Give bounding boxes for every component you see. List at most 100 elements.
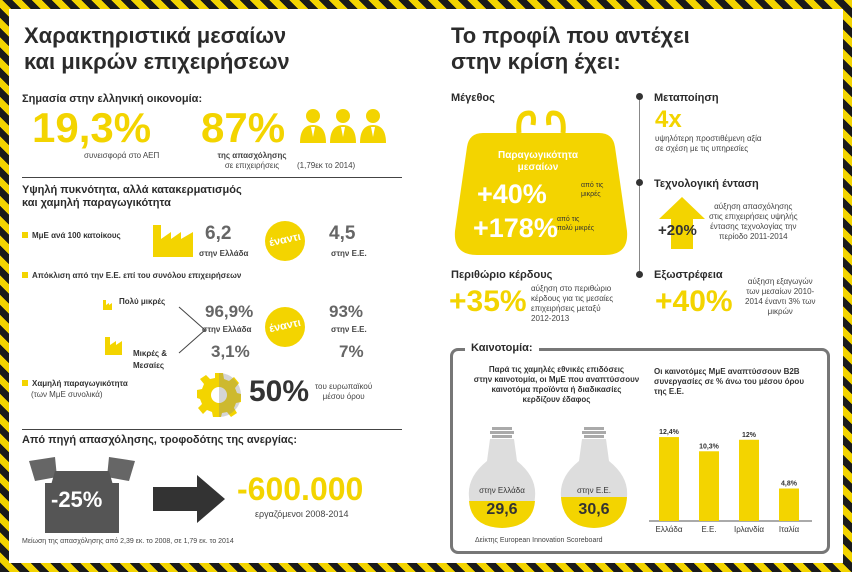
open-box-icon	[27, 457, 137, 540]
tech-cap-3: έντασης τεχνολογίας την	[710, 222, 797, 231]
export-cap-3: 2014 έναντι 3% των	[745, 297, 816, 306]
tech-cap-2: στις επιχειρήσεις υψηλής	[709, 212, 798, 221]
chart-title: Οι καινοτόμες ΜμΕ αναπτύσσουν Β2Β συνεργ…	[654, 367, 804, 397]
chart-title-3: της Ε.Ε.	[654, 387, 684, 396]
size-v2-caption: από τις πολύ μικρές	[557, 215, 594, 233]
up-arrow-icon	[659, 197, 705, 254]
b2b-bar-chart: 12,4% Ελλάδα 10,3% Ε.Ε. 12% Ιρλανδία 4,8% Ιταλί…	[649, 429, 812, 534]
bar-value-label: 12%	[742, 432, 757, 439]
tech-caption: αύξηση απασχόλησης στις επιχειρήσεις υψη…	[709, 202, 798, 242]
manufacturing-caption: υψηλότερη προστιθέμενη αξία σε σχέση με …	[655, 134, 762, 154]
timeline-dot	[636, 179, 643, 186]
eu-per100-value: 4,5	[329, 223, 356, 244]
category-label: Ιρλανδία	[734, 525, 764, 534]
bar-3	[779, 488, 799, 521]
purse-icon	[453, 107, 629, 262]
category-label: Ελλάδα	[656, 525, 683, 534]
chart-title-1: Οι καινοτόμες ΜμΕ αναπτύσσουν Β2Β	[654, 367, 800, 376]
v1-cap-1: από τις	[581, 182, 604, 189]
bullet-icon	[22, 272, 28, 278]
bulb1-value: 29,6	[486, 501, 518, 518]
purse-title: Παραγωγικότητα μεσαίων	[495, 150, 581, 174]
density-heading: Υψηλή πυκνότητα, αλλά κατακερματισμός κα…	[22, 184, 242, 210]
importance-heading: Σημασία στην ελληνική οικονομία:	[22, 93, 203, 105]
timeline-dot	[636, 93, 643, 100]
per100-label: ΜμΕ ανά 100 κατοίκους	[22, 231, 121, 240]
innov-text-3: καινοτόμα προϊόντα ή διαδικασίες	[491, 385, 622, 394]
innovation-source: Δείκτης European Innovation Scoreboard	[475, 537, 603, 544]
gdp-caption: συνεισφορά στο ΑΕΠ	[84, 151, 160, 160]
divider	[22, 177, 402, 178]
mfg-cap-1: υψηλότερη προστιθέμενη αξία	[655, 134, 762, 143]
innovation-panel	[450, 348, 830, 554]
vs-badge-text: έναντι	[268, 230, 302, 250]
employment-caption-2: σε επιχειρήσεις	[224, 161, 280, 170]
bar-0	[659, 437, 679, 521]
export-cap-4: μικρών	[767, 307, 793, 316]
export-cap-1: αύξηση εξαγωγών	[747, 277, 813, 286]
category-label: Ιταλία	[779, 525, 800, 534]
tech-value: +20%	[658, 222, 697, 239]
margin-cap-1: αύξηση στο περιθώριο	[531, 284, 612, 293]
bracket-lines	[177, 305, 207, 360]
export-value: +40%	[655, 285, 733, 318]
size-v1: +40%	[477, 179, 547, 209]
bar-value-label: 10,3%	[699, 443, 720, 450]
employment-value: 87%	[201, 104, 286, 151]
small-factory-icon	[103, 297, 115, 315]
margin-cap-2: κέρδους για τις μεσαίες	[531, 294, 614, 303]
productivity-value: 50%	[249, 375, 310, 408]
bullet-icon	[22, 232, 28, 238]
chart-title-2: συνεργασίες σε % άνω του μέσου όρου	[654, 377, 804, 386]
infographic-canvas: Χαρακτηριστικά μεσαίων και μικρών επιχει…	[9, 9, 843, 563]
export-caption: αύξηση εξαγωγών των μεσαίων 2010- 2014 έ…	[745, 277, 815, 317]
prod-cap-1: του ευρωπαϊκού	[315, 382, 373, 391]
innovation-text: Παρά τις χαμηλές εθνικές επιδόσεις στην …	[464, 365, 649, 405]
per100-text: ΜμΕ ανά 100 κατοίκους	[32, 231, 121, 240]
employment-caption-1: της απασχόλησης	[217, 151, 287, 160]
timeline-line	[639, 97, 640, 275]
productivity-caption: του ευρωπαϊκού μέσου όρου	[315, 382, 372, 402]
eu-verysmall-value: 93%	[329, 302, 364, 321]
bulb2-label: στην Ε.Ε.	[577, 486, 611, 495]
people-icon	[299, 107, 387, 145]
tech-heading: Τεχνολογική ένταση	[654, 178, 759, 190]
margin-heading: Περιθώριο κέρδους	[451, 269, 553, 281]
right-title-line2: στην κρίση έχει:	[451, 49, 621, 74]
timeline-dot	[636, 271, 643, 278]
jobs-caption: εργαζόμενοι 2008-2014	[255, 509, 349, 519]
vs-badge: έναντι	[265, 221, 305, 261]
eu-verysmall-label: στην Ε.Ε.	[331, 325, 367, 334]
medium-factory-icon	[105, 337, 127, 360]
arrow-right-icon	[153, 475, 225, 528]
employment-caption-3: (1,79εκ το 2014)	[297, 161, 356, 170]
vs-badge-2: έναντι	[265, 307, 305, 347]
size-v2: +178%	[473, 213, 558, 243]
manufacturing-heading: Μεταποίηση	[654, 92, 719, 104]
tech-cap-4: περίοδο 2011-2014	[718, 232, 788, 241]
eu-per100-label: στην Ε.Ε.	[331, 249, 367, 258]
unemployment-heading: Από πηγή απασχόλησης, τροφοδότης της ανε…	[22, 434, 298, 446]
footnote: Μείωση της απασχόλησης από 2,39 εκ. το 2…	[22, 538, 234, 545]
v2-cap-1: από τις	[557, 216, 580, 223]
gdp-value: 19,3%	[32, 104, 152, 151]
bullet-icon	[22, 380, 28, 386]
box-value: -25%	[51, 487, 103, 512]
right-title-line1: Το προφίλ που αντέχει	[451, 23, 690, 48]
deviation-label: Απόκλιση από την Ε.Ε. επί του συνόλου επ…	[22, 271, 241, 280]
vs-badge-2-text: έναντι	[268, 316, 302, 336]
v2-cap-2: πολύ μικρές	[557, 225, 595, 232]
bar-1	[699, 451, 719, 521]
innov-text-1: Παρά τις χαμηλές εθνικές επιδόσεις	[488, 365, 625, 374]
right-title: Το προφίλ που αντέχει στην κρίση έχει:	[451, 23, 690, 75]
margin-caption: αύξηση στο περιθώριο κέρδους για τις μεσ…	[531, 284, 613, 324]
size-heading: Μέγεθος	[451, 92, 495, 104]
size-v1-caption: από τις μικρές	[581, 181, 603, 199]
purse-title-1: Παραγωγικότητα	[497, 150, 579, 161]
export-cap-2: των μεσαίων 2010-	[746, 287, 815, 296]
very-small-label: Πολύ μικρές	[119, 297, 166, 306]
low-prod-sub: (των ΜμΕ συνολικά)	[31, 390, 103, 399]
manufacturing-value: 4x	[655, 106, 682, 133]
bulb2-value: 30,6	[578, 501, 610, 518]
density-heading-2: και χαμηλή παραγωγικότητα	[22, 197, 171, 209]
